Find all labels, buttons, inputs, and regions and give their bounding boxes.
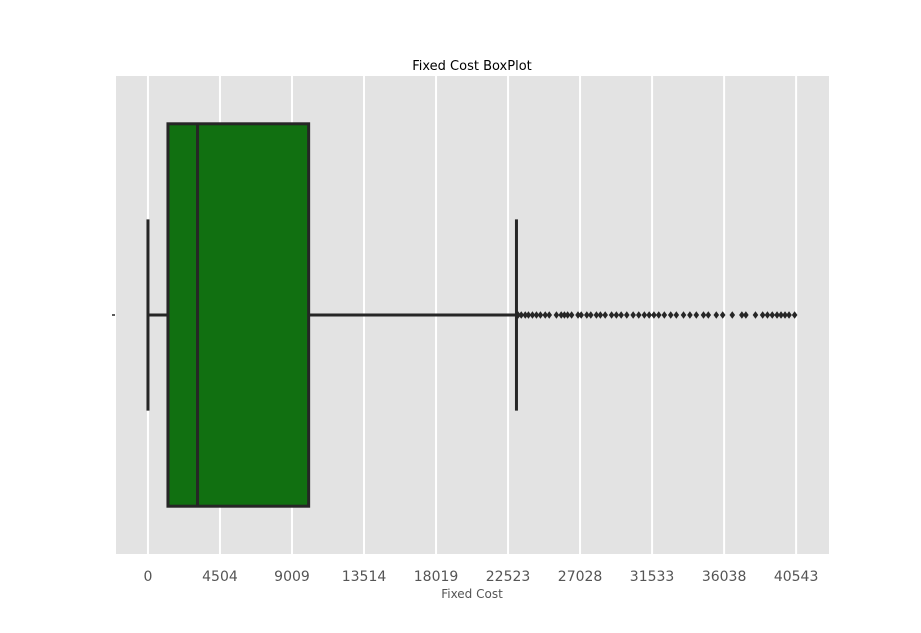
outlier-point — [641, 311, 648, 319]
outlier-point — [778, 311, 784, 319]
outlier-point — [522, 311, 529, 319]
x-tick-label: 4504 — [202, 569, 238, 585]
outlier-point — [713, 311, 720, 319]
x-tick-labels: 0 4504 9009 13514 18019 22523 27028 31533 36038 4… — [144, 569, 819, 585]
x-tick-label: 22523 — [486, 569, 531, 585]
outlier-point — [661, 311, 668, 319]
x-tick-label: 13514 — [342, 569, 387, 585]
outlier-point — [655, 311, 662, 319]
outlier-point — [623, 311, 630, 319]
chart-title: Fixed Cost BoxPlot — [412, 59, 532, 74]
x-tick-label: 0 — [144, 569, 153, 585]
outlier-point — [729, 311, 736, 319]
outlier-point — [613, 311, 620, 319]
outlier-point — [786, 311, 792, 319]
outlier-point — [651, 311, 657, 319]
outlier-point — [618, 311, 624, 319]
outlier-point — [529, 311, 536, 319]
outlier-point — [575, 311, 581, 319]
outlier-point — [578, 311, 585, 319]
outlier-point — [542, 311, 549, 319]
x-tick-label: 31533 — [630, 569, 675, 585]
x-tick-label: 18019 — [414, 569, 459, 585]
outlier-point — [515, 311, 521, 319]
outlier-point — [568, 311, 575, 319]
outlier-point — [553, 311, 560, 319]
outlier-point — [635, 311, 642, 319]
outlier-point — [769, 311, 776, 319]
outlier-point — [759, 311, 766, 319]
outlier-point — [561, 311, 568, 319]
outlier-point — [525, 311, 532, 319]
x-tick-label: 36038 — [702, 569, 747, 585]
outlier-point — [739, 311, 745, 319]
outlier-point — [646, 311, 652, 319]
x-tick-label: 9009 — [274, 569, 310, 585]
x-tick-label: 40543 — [774, 569, 819, 585]
outlier-point — [558, 311, 565, 319]
outlier-point — [630, 311, 636, 319]
outlier-point — [602, 311, 608, 319]
outlier-point — [564, 311, 571, 319]
outlier-point — [584, 311, 590, 319]
outlier-point — [700, 311, 707, 319]
outlier-point — [593, 311, 600, 319]
x-tick-label: 27028 — [558, 569, 603, 585]
outlier-point — [588, 311, 594, 319]
x-axis-label: Fixed Cost — [441, 587, 503, 601]
outlier-point — [743, 311, 749, 319]
outlier-point — [764, 311, 771, 319]
outlier-point — [680, 311, 687, 319]
outlier-point — [546, 311, 553, 319]
outlier-point — [533, 311, 540, 319]
outlier-point — [782, 311, 788, 319]
outlier-point — [752, 311, 759, 319]
iqr-box — [166, 122, 311, 508]
outliers-group — [515, 311, 798, 319]
outlier-point — [705, 311, 712, 319]
outlier-point — [774, 311, 780, 319]
outlier-point — [597, 311, 604, 319]
outlier-point — [537, 311, 544, 319]
outlier-point — [673, 311, 680, 319]
outlier-point — [687, 311, 693, 319]
outlier-point — [667, 311, 674, 319]
outlier-point — [518, 311, 525, 319]
outlier-point — [693, 311, 700, 319]
outlier-point — [791, 311, 798, 319]
outlier-point — [719, 311, 726, 319]
outlier-point — [608, 311, 615, 319]
